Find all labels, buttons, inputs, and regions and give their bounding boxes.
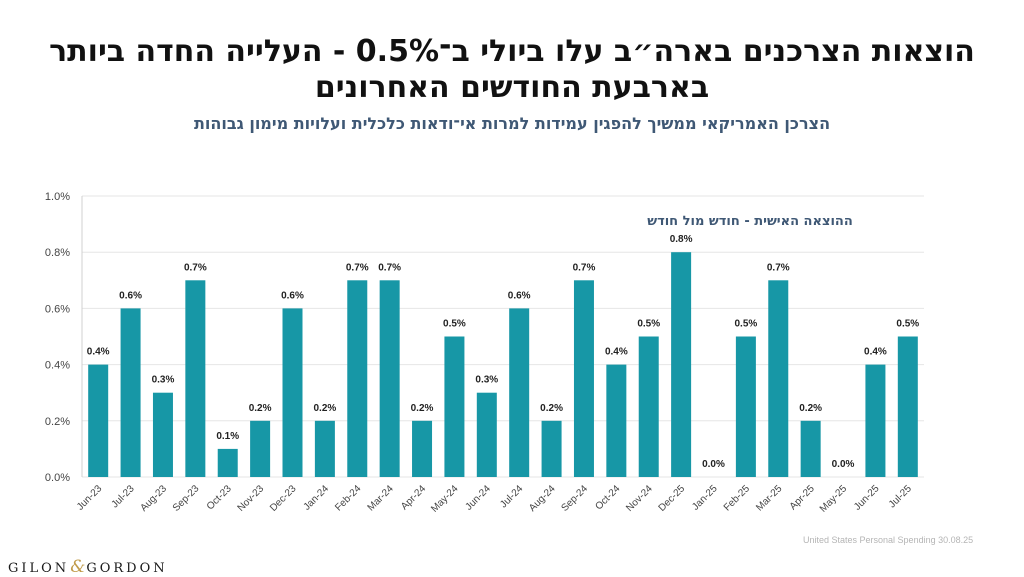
bar — [217, 448, 238, 477]
x-tick-label: Aug-23 — [139, 483, 170, 514]
bar — [282, 308, 303, 477]
bar — [735, 336, 756, 477]
logo-text-left: GILON — [8, 561, 70, 576]
company-logo: GILON&GORDON — [8, 557, 168, 577]
chart-title: ההוצאה האישית - חודש מול חודש — [647, 214, 853, 229]
x-tick-label: Oct-24 — [593, 483, 622, 512]
bar — [606, 364, 627, 477]
x-tick-label: Nov-24 — [624, 483, 655, 514]
y-tick-label: 0.8% — [45, 247, 70, 259]
x-tick-label: Apr-25 — [788, 483, 817, 512]
x-tick-label: Dec-23 — [268, 483, 299, 514]
data-label: 0.4% — [605, 347, 628, 358]
x-tick-label: Jul-24 — [498, 483, 525, 510]
x-tick-label: Oct-23 — [205, 483, 234, 512]
bar — [476, 392, 497, 477]
data-label: 0.3% — [475, 375, 498, 386]
data-label: 0.4% — [87, 347, 110, 358]
x-tick-label: Sep-24 — [560, 483, 591, 514]
bar — [638, 336, 659, 477]
x-tick-label: Sep-23 — [171, 483, 202, 514]
x-tick-label: Jan-24 — [302, 483, 332, 513]
bar — [671, 252, 692, 477]
data-label: 0.3% — [152, 375, 175, 386]
x-tick-label: Jun-25 — [852, 483, 882, 513]
bar — [347, 280, 368, 477]
bar — [88, 364, 109, 477]
bar-chart: 0.0% 0.2% 0.4% 0.6% 0.8% 1.0% ההוצאה האישית - … — [45, 191, 924, 515]
data-label: 0.6% — [119, 290, 142, 301]
source-note: United States Personal Spending 30.08.25 — [803, 535, 974, 545]
data-label: 0.7% — [573, 262, 596, 273]
bar — [185, 280, 206, 477]
data-label: 0.8% — [670, 234, 693, 245]
data-label: 0.1% — [216, 431, 239, 442]
data-label: 0.7% — [184, 262, 207, 273]
y-tick-label: 1.0% — [45, 191, 70, 203]
x-tick-label: Feb-25 — [722, 483, 752, 513]
data-label: 0.5% — [896, 319, 919, 330]
page-title-line-2: בארבעת החודשים האחרונים — [314, 70, 710, 105]
x-tick-label: May-24 — [429, 483, 461, 515]
data-label: 0.4% — [864, 347, 887, 358]
bar — [897, 336, 918, 477]
logo-ampersand: & — [70, 557, 86, 577]
x-tick-label: Jun-24 — [464, 483, 494, 513]
x-tick-label: Nov-23 — [236, 483, 267, 514]
logo-text-right: GORDON — [86, 561, 168, 576]
data-label: 0.5% — [443, 319, 466, 330]
x-tick-label: Mar-24 — [366, 483, 396, 513]
data-label: 0.5% — [734, 319, 757, 330]
data-label: 0.0% — [702, 459, 725, 470]
data-label: 0.7% — [767, 262, 790, 273]
x-tick-label: Aug-24 — [527, 483, 558, 514]
bar — [444, 336, 465, 477]
x-tick-label: May-25 — [818, 483, 850, 515]
bar — [768, 280, 789, 477]
y-tick-label: 0.2% — [45, 416, 70, 428]
bar — [865, 364, 886, 477]
data-label: 0.2% — [249, 403, 272, 414]
x-tick-label: Jul-23 — [110, 483, 137, 510]
x-tick-label: Jul-25 — [887, 483, 914, 510]
data-label: 0.6% — [281, 290, 304, 301]
x-tick-label: Feb-24 — [333, 483, 363, 513]
bar — [250, 420, 271, 477]
bar — [509, 308, 530, 477]
data-label: 0.2% — [799, 403, 822, 414]
data-label: 0.0% — [832, 459, 855, 470]
x-tick-label: Dec-25 — [657, 483, 688, 514]
bar — [379, 280, 400, 477]
y-tick-label: 0.0% — [45, 472, 70, 484]
data-label: 0.7% — [346, 262, 369, 273]
bar — [541, 420, 562, 477]
bar — [573, 280, 594, 477]
page-title-line-1: הוצאות הצרכנים בארה״ב עלו ביולי ב־0.5% -… — [49, 34, 975, 69]
y-tick-label: 0.6% — [45, 303, 70, 315]
x-tick-label: Jun-23 — [75, 483, 105, 513]
page-subtitle: הצרכן האמריקאי ממשיך להפגין עמידות למרות… — [193, 114, 831, 133]
x-tick-label: Mar-25 — [754, 483, 784, 513]
data-label: 0.6% — [508, 290, 531, 301]
data-label: 0.2% — [411, 403, 434, 414]
bar — [412, 420, 433, 477]
data-label: 0.2% — [313, 403, 336, 414]
bar — [152, 392, 173, 477]
data-label: 0.5% — [637, 319, 660, 330]
bar — [314, 420, 335, 477]
bar — [120, 308, 141, 477]
y-tick-label: 0.4% — [45, 360, 70, 372]
bar — [800, 420, 821, 477]
data-label: 0.2% — [540, 403, 563, 414]
data-label: 0.7% — [378, 262, 401, 273]
x-tick-label: Apr-24 — [399, 483, 428, 512]
x-tick-label: Jan-25 — [690, 483, 720, 513]
